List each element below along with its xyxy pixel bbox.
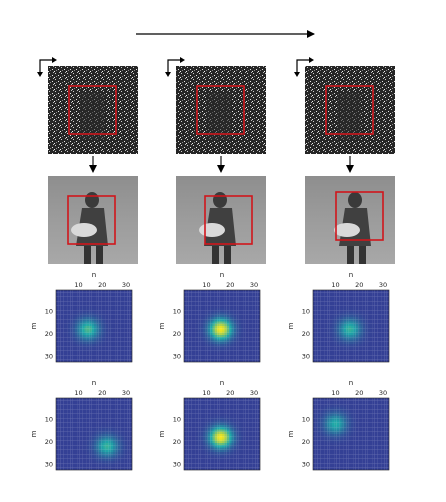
n-axis-label: n [220, 271, 224, 279]
m-tick-label: 20 [173, 438, 181, 446]
column-3: n 10 20 30 m 10 20 30 n 10 20 30 m 10 20 30 [287, 57, 395, 471]
video-frame-image [48, 176, 138, 264]
n-tick-label: 30 [379, 281, 387, 289]
m-tick-label: 30 [45, 460, 53, 468]
video-frame-image [176, 176, 266, 264]
n-tick-label: 10 [202, 281, 210, 289]
n-tick-label: 20 [355, 281, 363, 289]
feature-map-image [176, 66, 266, 154]
n-tick-label: 20 [355, 389, 363, 397]
response-heatmap-bottom: n 10 20 30 m 10 20 30 [287, 379, 390, 471]
m-tick-label: 20 [45, 438, 53, 446]
n-tick-label: 20 [226, 281, 234, 289]
column-1: n 10 20 30 m 10 20 30 n 10 20 30 m 10 20 30 [30, 57, 138, 471]
corner-arrow-icon [37, 57, 57, 77]
response-heatmap-top: n 10 20 30 m 10 20 30 [287, 271, 390, 363]
response-heatmap-bottom: n 10 20 30 m 10 20 30 [158, 379, 261, 471]
n-axis-label: n [92, 379, 96, 387]
n-axis-label: n [349, 379, 353, 387]
response-heatmap-bottom: n 10 20 30 m 10 20 30 [30, 379, 133, 471]
m-tick-label: 10 [45, 415, 53, 423]
m-tick-label: 20 [302, 438, 310, 446]
m-axis-label: m [287, 430, 295, 437]
n-tick-label: 30 [250, 281, 258, 289]
feature-map-image [305, 66, 395, 154]
video-frame-image [305, 176, 395, 264]
m-axis-label: m [158, 322, 166, 329]
n-tick-label: 20 [98, 281, 106, 289]
n-tick-label: 30 [122, 389, 130, 397]
target-box [335, 191, 384, 241]
n-tick-label: 10 [74, 389, 82, 397]
target-box [204, 195, 253, 245]
n-axis-label: n [349, 271, 353, 279]
m-tick-label: 10 [302, 415, 310, 423]
column-2: n 10 20 30 m 10 20 30 n 10 20 30 m 10 20 30 [158, 57, 266, 471]
m-tick-label: 20 [45, 330, 53, 338]
corner-arrow-icon [165, 57, 185, 77]
n-tick-label: 30 [379, 389, 387, 397]
n-tick-label: 10 [202, 389, 210, 397]
m-axis-label: m [287, 322, 295, 329]
n-tick-label: 10 [331, 281, 339, 289]
search-box [68, 85, 117, 135]
n-axis-label: n [220, 379, 224, 387]
target-box [67, 195, 116, 245]
m-tick-label: 10 [173, 307, 181, 315]
response-heatmap-top: n 10 20 30 m 10 20 30 [158, 271, 261, 363]
m-tick-label: 30 [302, 352, 310, 360]
m-tick-label: 10 [173, 415, 181, 423]
response-heatmap-top: n 10 20 30 m 10 20 30 [30, 271, 133, 363]
m-tick-label: 20 [302, 330, 310, 338]
m-tick-label: 10 [302, 307, 310, 315]
m-tick-label: 30 [173, 460, 181, 468]
n-tick-label: 30 [122, 281, 130, 289]
search-box [196, 85, 245, 135]
n-axis-label: n [92, 271, 96, 279]
m-tick-label: 30 [45, 352, 53, 360]
m-axis-label: m [30, 322, 38, 329]
m-tick-label: 20 [173, 330, 181, 338]
n-tick-label: 20 [226, 389, 234, 397]
n-tick-label: 30 [250, 389, 258, 397]
m-tick-label: 30 [302, 460, 310, 468]
corner-arrow-icon [294, 57, 314, 77]
m-tick-label: 10 [45, 307, 53, 315]
m-axis-label: m [30, 430, 38, 437]
n-tick-label: 10 [331, 389, 339, 397]
m-axis-label: m [158, 430, 166, 437]
feature-map-image [48, 66, 138, 154]
n-tick-label: 20 [98, 389, 106, 397]
n-tick-label: 10 [74, 281, 82, 289]
m-tick-label: 30 [173, 352, 181, 360]
search-box [325, 85, 374, 135]
